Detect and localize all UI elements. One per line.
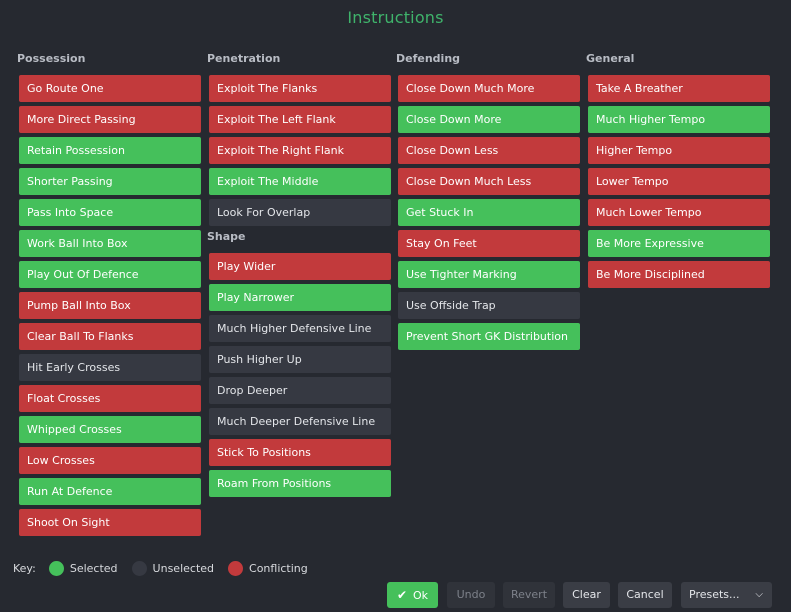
instruction-button[interactable]: Low Crosses <box>19 447 201 474</box>
key-selected: Selected <box>48 561 118 576</box>
instruction-button[interactable]: Exploit The Left Flank <box>209 106 391 133</box>
instruction-button[interactable]: Play Wider <box>209 253 391 280</box>
instruction-button[interactable]: Close Down Much Less <box>398 168 580 195</box>
instruction-button[interactable]: Whipped Crosses <box>19 416 201 443</box>
column-heading: Possession <box>17 52 86 65</box>
revert-button[interactable]: Revert <box>503 582 555 608</box>
key-unselected-label: Unselected <box>152 562 215 575</box>
instruction-button[interactable]: Much Deeper Defensive Line <box>209 408 391 435</box>
instruction-button[interactable]: Play Narrower <box>209 284 391 311</box>
column-general: General Take A Breather Much Higher Tempo… <box>586 52 770 292</box>
column-defending: Defending Close Down Much More Close Down… <box>396 52 580 354</box>
instruction-button[interactable]: Use Offside Trap <box>398 292 580 319</box>
instruction-button[interactable]: Pass Into Space <box>19 199 201 226</box>
legend-key: Key: Selected Unselected Conflicting <box>13 561 322 576</box>
grey-dot-icon <box>131 561 147 576</box>
instruction-button[interactable]: Take A Breather <box>588 75 770 102</box>
instruction-button[interactable]: Run At Defence <box>19 478 201 505</box>
chevron-down-icon: ⌵ <box>755 589 763 600</box>
instruction-button[interactable]: Much Higher Defensive Line <box>209 315 391 342</box>
instruction-button[interactable]: Retain Possession <box>19 137 201 164</box>
instruction-button[interactable]: Hit Early Crosses <box>19 354 201 381</box>
instruction-button[interactable]: Drop Deeper <box>209 377 391 404</box>
instruction-button[interactable]: Work Ball Into Box <box>19 230 201 257</box>
instruction-button[interactable]: Close Down Less <box>398 137 580 164</box>
instruction-button[interactable]: Clear Ball To Flanks <box>19 323 201 350</box>
instruction-button[interactable]: Be More Disciplined <box>588 261 770 288</box>
instruction-button[interactable]: Stay On Feet <box>398 230 580 257</box>
instruction-button[interactable]: Prevent Short GK Distribution <box>398 323 580 350</box>
undo-button[interactable]: Undo <box>447 582 495 608</box>
instruction-button[interactable]: Much Lower Tempo <box>588 199 770 226</box>
instruction-button[interactable]: Go Route One <box>19 75 201 102</box>
clear-button[interactable]: Clear <box>563 582 610 608</box>
instruction-button[interactable]: Higher Tempo <box>588 137 770 164</box>
instruction-button[interactable]: Be More Expressive <box>588 230 770 257</box>
instruction-button[interactable]: Play Out Of Defence <box>19 261 201 288</box>
check-icon: ✔ <box>396 588 408 602</box>
green-dot-icon <box>48 561 64 576</box>
instruction-button[interactable]: Lower Tempo <box>588 168 770 195</box>
key-label: Key: <box>13 562 36 575</box>
key-unselected: Unselected <box>131 561 215 576</box>
presets-label: Presets... <box>689 588 740 601</box>
column-possession: Possession Go Route One More Direct Passi… <box>17 52 201 540</box>
instruction-button[interactable]: Close Down Much More <box>398 75 580 102</box>
column-heading: Defending <box>396 52 461 65</box>
instruction-button[interactable]: Shoot On Sight <box>19 509 201 536</box>
key-conflicting-label: Conflicting <box>249 562 308 575</box>
instruction-button[interactable]: Exploit The Flanks <box>209 75 391 102</box>
instruction-button[interactable]: Exploit The Right Flank <box>209 137 391 164</box>
column-penetration: Penetration Exploit The Flanks Exploit Th… <box>207 52 391 501</box>
instruction-button[interactable]: Roam From Positions <box>209 470 391 497</box>
instruction-button[interactable]: Shorter Passing <box>19 168 201 195</box>
presets-dropdown[interactable]: Presets... ⌵ <box>681 582 772 608</box>
red-dot-icon <box>228 561 244 576</box>
column-heading: General <box>586 52 635 65</box>
dialog-title: Instructions <box>347 8 444 27</box>
instruction-button[interactable]: Stick To Positions <box>209 439 391 466</box>
instruction-button[interactable]: Float Crosses <box>19 385 201 412</box>
column-subheading-shape: Shape <box>207 230 246 243</box>
instruction-button[interactable]: Get Stuck In <box>398 199 580 226</box>
key-conflicting: Conflicting <box>228 561 308 576</box>
cancel-button[interactable]: Cancel <box>618 582 672 608</box>
ok-label: Ok <box>413 589 429 602</box>
instruction-button[interactable]: Use Tighter Marking <box>398 261 580 288</box>
key-selected-label: Selected <box>69 562 118 575</box>
instruction-button[interactable]: Look For Overlap <box>209 199 391 226</box>
ok-button[interactable]: ✔ Ok <box>387 582 438 608</box>
instruction-button[interactable]: Push Higher Up <box>209 346 391 373</box>
instruction-button[interactable]: Exploit The Middle <box>209 168 391 195</box>
column-heading: Penetration <box>207 52 281 65</box>
instruction-button[interactable]: Pump Ball Into Box <box>19 292 201 319</box>
instruction-button[interactable]: Much Higher Tempo <box>588 106 770 133</box>
instruction-button[interactable]: Close Down More <box>398 106 580 133</box>
instruction-button[interactable]: More Direct Passing <box>19 106 201 133</box>
